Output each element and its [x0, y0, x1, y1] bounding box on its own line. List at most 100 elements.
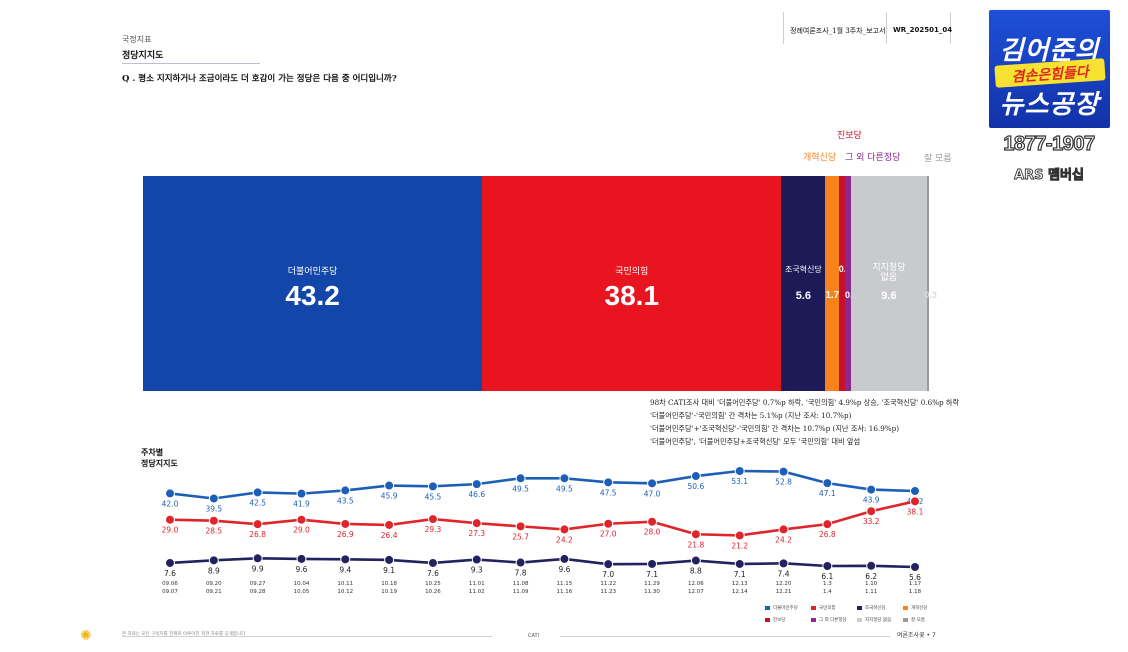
footer-rule [122, 636, 492, 637]
bar-segment-ppp: 국민의힘 38.1 [482, 176, 782, 391]
series-line [169, 469, 916, 500]
data-label: 27.0 [600, 530, 617, 539]
x-tick-label: 11.30 [644, 589, 660, 595]
x-tick-label: 1.10 [865, 581, 878, 587]
data-label: 47.1 [819, 489, 836, 498]
data-point [778, 466, 789, 477]
legend-label: 그 외 다른정당 [819, 618, 847, 623]
label-reform: 개혁신당 [803, 153, 837, 163]
flower-logo-icon: ✺ [80, 628, 92, 644]
x-tick-label: 12.14 [732, 589, 748, 595]
x-tick-label: 11.15 [557, 581, 573, 587]
x-tick-label: 1.11 [865, 589, 877, 595]
segment-label-line1: 지지정당 [872, 263, 906, 273]
data-point [427, 557, 438, 568]
data-label: 49.5 [512, 484, 529, 493]
series-line [169, 500, 916, 537]
x-tick-label: 12.06 [688, 581, 704, 587]
data-label: 9.6 [296, 565, 308, 574]
data-label: 7.1 [734, 570, 746, 579]
data-point [734, 558, 745, 569]
category-label: 국정지표 [122, 35, 152, 44]
note-1: 98차 CATI조사 대비 '더불어민주당' 0.7%p 하락, '국민의힘' … [650, 398, 960, 407]
data-label: 21.8 [688, 540, 705, 549]
data-label: 6.1 [821, 572, 833, 581]
note-2: '더불어민주당'-'국민의힘' 간 격차는 5.1%p (지난 조사: 10.7… [650, 411, 852, 420]
header-divider [886, 12, 887, 44]
data-point [165, 557, 175, 568]
x-tick-label: 09.27 [250, 581, 266, 587]
data-label: 46.6 [468, 490, 485, 499]
bar-segment-progressive: 0.8 [838, 176, 851, 391]
bar-segment-rebuilding: 조국혁신당 5.6 [781, 176, 826, 391]
data-point [515, 557, 526, 568]
data-point [778, 524, 789, 535]
data-label: 27.3 [468, 529, 485, 538]
data-label: 39.5 [205, 504, 222, 513]
x-tick-label: 10.05 [294, 589, 310, 595]
data-label: 38.1 [907, 507, 924, 516]
news-factory-logo: 김어준의 겸손은힘들다 뉴스공장 [989, 10, 1110, 128]
x-tick-label: 12.07 [688, 589, 704, 595]
data-point [690, 529, 701, 540]
x-tick-label: 11.29 [644, 581, 660, 587]
data-label: 7.4 [778, 569, 790, 578]
data-label: 29.0 [293, 526, 310, 535]
data-label: 45.5 [425, 492, 442, 501]
data-label: 25.7 [512, 532, 529, 541]
data-label: 8.8 [690, 567, 702, 576]
legend-label: 지지정당 없음 [865, 618, 892, 623]
data-point [296, 553, 307, 564]
survey-question: Q . 평소 지지하거나 조금이라도 더 호감이 가는 정당은 다음 중 어디입… [122, 74, 397, 84]
legend-label: 잘 모름 [911, 618, 925, 623]
bar-segment-democratic: 더불어민주당 43.2 [143, 176, 483, 391]
bar-segment-no-party: 지지정당 없음 9.6 [851, 176, 927, 391]
legend-swatch [765, 606, 770, 610]
data-point [559, 524, 570, 535]
x-tick-label: 11.08 [513, 581, 529, 587]
data-label: 53.1 [731, 477, 748, 486]
data-label: 29.3 [425, 525, 442, 534]
survey-method: CATI [528, 633, 540, 639]
legend-label: 더불어민주당 [773, 606, 798, 611]
legend-swatch [811, 618, 816, 622]
segment-label: 국민의힘 [615, 267, 649, 277]
legend-swatch [857, 618, 862, 622]
bar-segment-dont-know: 0.3 [924, 176, 937, 391]
data-label: 41.9 [293, 500, 310, 509]
x-tick-label: 12.20 [776, 581, 792, 587]
x-tick-label: 11.09 [513, 589, 529, 595]
x-tick-label: 12.13 [732, 581, 748, 587]
x-tick-label: 11.23 [600, 589, 616, 595]
x-tick-label: 09.21 [206, 589, 222, 595]
data-label: 7.6 [427, 569, 439, 578]
data-label: 24.2 [775, 535, 792, 544]
page-number: 여론조사꽃 • 7 [897, 632, 936, 639]
data-label: 47.0 [644, 489, 661, 498]
segment-value: 0.3 [924, 290, 937, 300]
data-label: 33.2 [863, 517, 880, 526]
x-tick-label: 1.17 [909, 581, 922, 587]
data-point [208, 555, 219, 566]
data-point [296, 488, 307, 499]
data-label: 8.9 [208, 566, 220, 575]
data-point [734, 530, 745, 541]
data-point [296, 514, 307, 525]
x-tick-label: 1.4 [823, 589, 832, 595]
x-tick-label: 10.11 [337, 581, 353, 587]
data-label: 9.6 [558, 565, 570, 574]
data-label: 49.5 [556, 484, 573, 493]
data-point [384, 554, 395, 565]
data-label: 9.1 [383, 566, 395, 575]
data-point [208, 493, 219, 504]
data-point [603, 559, 614, 570]
data-point [384, 519, 395, 530]
segment-value: 1.7 [825, 290, 840, 301]
x-tick-label: 10.04 [294, 581, 310, 587]
x-tick-label: 12.21 [776, 589, 792, 595]
report-number: WR_202501_04 [893, 26, 953, 34]
data-point [866, 560, 877, 571]
footer-note: 본 자료는 모든 구독자를 전제로 이루어진 객관 자료를 공개합니다 [122, 632, 246, 637]
legend-swatch [811, 606, 816, 610]
